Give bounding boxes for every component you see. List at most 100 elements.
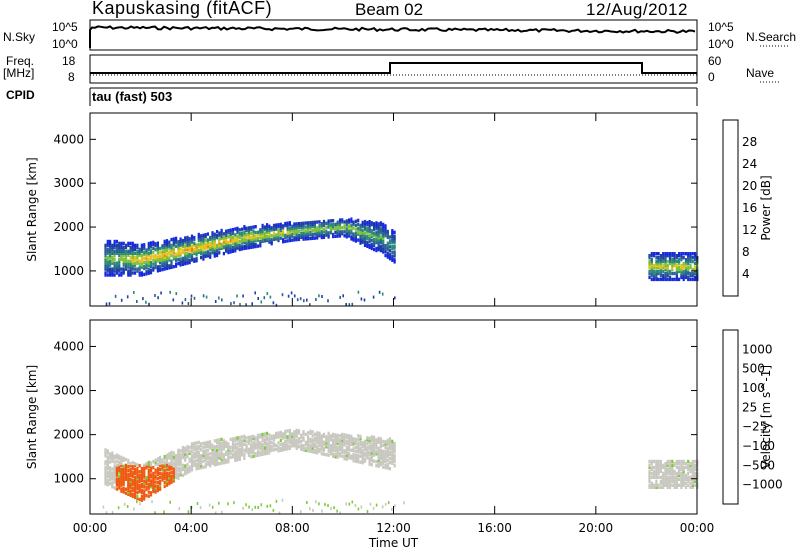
echo-cell [195, 451, 198, 455]
colorbar-label: Velocity [m s^-1] [759, 365, 773, 469]
echo-cell [318, 228, 321, 232]
echo-cell [136, 500, 138, 504]
echo-cell [218, 442, 221, 446]
echo-cell [179, 467, 182, 471]
echo-cell [263, 239, 266, 243]
echo-cell [122, 480, 125, 484]
echo-cell [152, 487, 155, 492]
echo-cell [391, 232, 394, 237]
echo-cell [673, 277, 676, 282]
echo-cell [165, 463, 169, 467]
echo-cell [188, 239, 191, 243]
echo-cell [277, 445, 280, 449]
echo-cell [199, 506, 202, 510]
echo-cell [159, 485, 162, 489]
echo-cell [664, 477, 667, 481]
echo-cell [321, 295, 323, 298]
echo-cell [357, 238, 360, 242]
echo-cell [104, 251, 107, 255]
echo-cell [348, 230, 351, 234]
echo-cell [229, 236, 232, 240]
echo-cell [197, 458, 200, 462]
echo-cell [334, 439, 337, 443]
echo-cell [236, 236, 239, 240]
echo-cell [386, 446, 389, 450]
echo-cell [252, 444, 255, 449]
echo-cell [216, 438, 219, 443]
echo-cell [370, 234, 373, 239]
echo-cell [666, 463, 669, 468]
echo-cell [357, 458, 360, 462]
echo-cell [234, 237, 237, 241]
echo-cell [159, 264, 162, 268]
echo-cell [302, 235, 305, 239]
echo-cell [163, 259, 166, 263]
echo-cell [391, 250, 394, 255]
echo-cell [213, 246, 216, 250]
echo-cell [131, 480, 134, 485]
echo-cell [322, 229, 326, 234]
echo-cell [136, 467, 139, 471]
echo-cell [250, 245, 253, 249]
echo-cell [197, 440, 200, 445]
echo-cell [168, 264, 171, 268]
echo-cell [675, 471, 678, 476]
echo-cell [657, 485, 660, 489]
echo-cell [256, 435, 260, 440]
echo-cell [680, 271, 683, 276]
echo-cell [200, 244, 203, 248]
echo-cell [147, 253, 150, 258]
echo-cell [156, 481, 159, 485]
echo-cell [238, 245, 241, 250]
echo-cell [118, 267, 121, 271]
echo-cell [152, 473, 155, 478]
echo-cell [245, 440, 248, 444]
echo-cell [281, 498, 284, 502]
echo-cell [361, 228, 364, 233]
echo-cell [671, 477, 674, 481]
echo-cell [334, 449, 337, 453]
echo-cell [266, 443, 269, 448]
echo-cell [266, 223, 269, 227]
echo-cell [316, 445, 319, 449]
echo-cell [109, 273, 112, 277]
echo-cell [209, 460, 212, 464]
echo-cell [163, 480, 166, 485]
echo-cell [664, 273, 667, 278]
echo-cell [109, 470, 112, 474]
echo-cell [363, 241, 367, 245]
echo-cell [184, 252, 187, 256]
echo-cell [259, 443, 262, 447]
echo-cell [359, 227, 362, 231]
echo-cell [282, 432, 285, 436]
echo-cell [350, 440, 353, 444]
echo-cell [377, 438, 380, 443]
echo-cell [186, 247, 189, 251]
echo-cell [379, 457, 382, 461]
echo-cell [691, 259, 694, 264]
echo-cell [118, 462, 121, 466]
echo-cell [320, 434, 323, 438]
echo-cell [375, 452, 378, 456]
echo-cell [143, 471, 146, 475]
echo-cell [124, 261, 128, 265]
echo-cell [177, 460, 180, 464]
echo-cell [193, 461, 196, 465]
echo-cell [257, 297, 259, 300]
echo-cell [243, 238, 246, 243]
echo-cell [270, 440, 273, 445]
echo-cell [678, 473, 681, 478]
echo-cell [295, 237, 298, 242]
echo-cell [184, 256, 187, 260]
echo-cell [115, 453, 118, 457]
echo-cell [359, 233, 362, 237]
echo-cell [659, 475, 662, 479]
echo-cell [687, 259, 690, 264]
echo-cell [664, 256, 667, 260]
echo-cell [377, 226, 380, 230]
echo-cell [311, 228, 314, 233]
echo-cell [373, 441, 376, 445]
echo-cell [111, 261, 114, 265]
echo-cell [379, 235, 382, 239]
